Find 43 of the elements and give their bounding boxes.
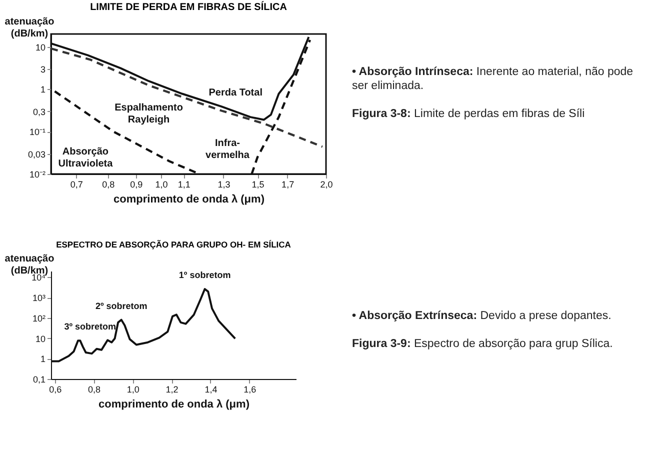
annotation: 2º sobretom — [95, 300, 148, 311]
x-tick-label: 1,7 — [282, 180, 294, 190]
chart-title: ESPECTRO DE ABSORÇÃO PARA GRUPO OH- EM SÍLICA — [56, 240, 291, 250]
y-tick-label: 1 — [40, 354, 46, 364]
annotation: Absorção Ultravioleta — [58, 146, 114, 170]
x-tick-label: 2,0 — [320, 180, 333, 190]
y-tick-label: 10 — [35, 334, 46, 344]
x-tick-label: 0,8 — [88, 384, 101, 394]
x-tick-label: 1,2 — [166, 384, 178, 394]
text: Figura 3-8: Limite de perdas em fibras de Síli — [352, 108, 586, 122]
y-tick-label: 3 — [40, 64, 46, 74]
x-tick-label: 1,0 — [126, 384, 140, 394]
annotation: Infra- vermelha — [206, 138, 250, 162]
x-tick-label: 1,3 — [218, 180, 230, 190]
y-tick-label: 10⁻¹ — [29, 127, 46, 138]
text: Figura 3-9: Espectro de absorção para grup Sílica. — [352, 338, 614, 352]
x-tick-label: 0,6 — [49, 384, 62, 394]
y-axis-title: atenuação (dB/km) — [4, 16, 54, 40]
x-tick-label: 0,9 — [130, 180, 143, 190]
annotation: Espalhamento Rayleigh — [114, 102, 183, 126]
y-tick-label: 10 — [35, 42, 46, 52]
x-tick-label: 1,0 — [155, 180, 168, 190]
x-tick-label: 1,5 — [252, 180, 264, 190]
x-tick-label: 1,6 — [244, 384, 256, 394]
annotation: Perda Total — [208, 88, 263, 99]
annotation: 1º sobretom — [178, 270, 231, 280]
x-tick-label: 0,8 — [102, 180, 115, 190]
x-axis-title: comprimento de onda λ (μm) — [98, 398, 250, 410]
x-tick-label: 1,1 — [178, 180, 190, 190]
y-tick-label: 1 — [40, 84, 46, 95]
y-tick-label: 10³ — [32, 293, 46, 304]
text: • Absorção Extrínseca: Devido a prese dopantes. — [352, 310, 612, 324]
chart-title: LIMITE DE PERDA EM FIBRAS DE SÍLICA — [90, 1, 287, 13]
y-tick-label: 0,03 — [28, 149, 46, 160]
y-tick-label: 10⁻² — [29, 170, 46, 180]
y-tick-label: 0,3 — [32, 106, 46, 117]
y-tick-label: 0,1 — [32, 374, 46, 384]
x-axis-title: comprimento de onda λ (μm) — [114, 194, 265, 206]
text: • Absorção Intrínseca: Inerente ao material, não pode ser eliminada. — [352, 66, 634, 92]
y-tick-label: 10² — [32, 313, 46, 324]
annotation: 3º sobretom — [64, 322, 116, 332]
x-tick-label: 0,7 — [70, 180, 83, 190]
x-tick-label: 1,4 — [204, 384, 218, 394]
